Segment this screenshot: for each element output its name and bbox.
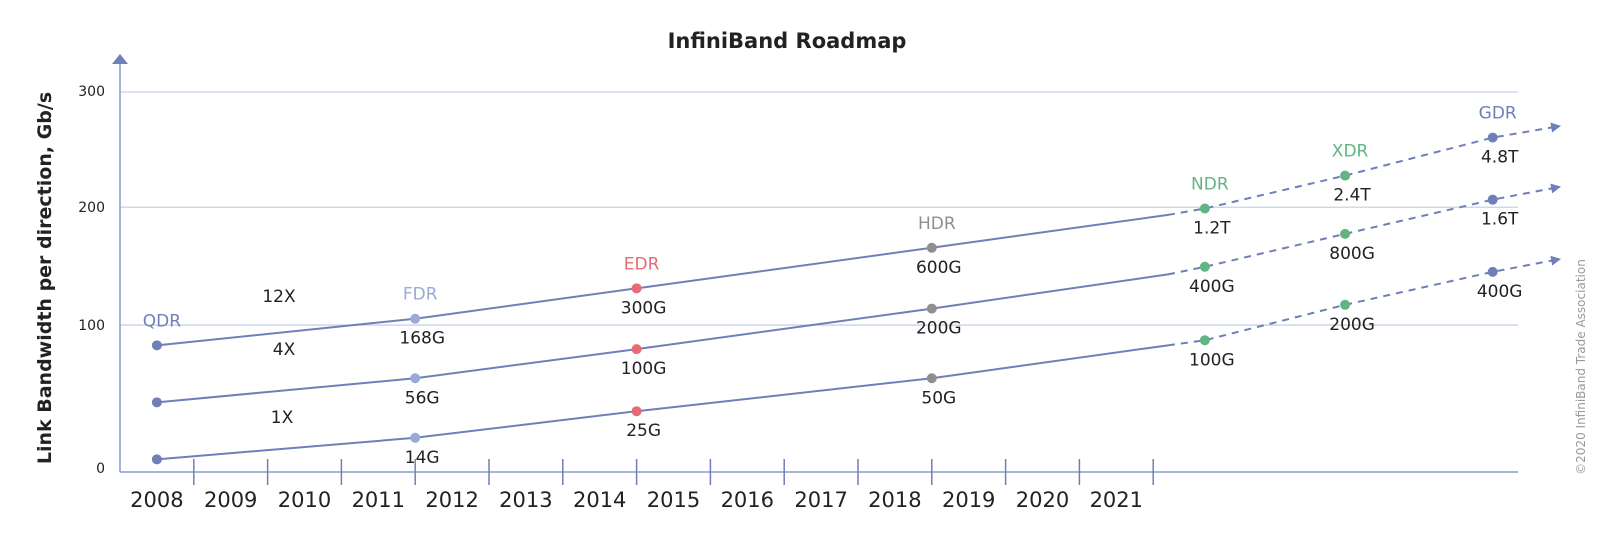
axes: 300 200 100 0 2008 2009 2010 2011 2012 2013 2014 20… bbox=[78, 54, 1518, 512]
y-tick-label: 0 bbox=[96, 461, 105, 477]
data-point-1X-NDR bbox=[1199, 335, 1210, 346]
data-point-12X-XDR bbox=[1340, 170, 1351, 181]
data-label-1X-FDR: 14G bbox=[405, 448, 440, 468]
generation-label-XDR: XDR bbox=[1332, 142, 1369, 162]
data-label-4X-FDR: 56G bbox=[405, 388, 440, 408]
data-point-12X-GDR bbox=[1487, 132, 1498, 143]
labels-group: 12X 168G 300G 600G 1.2T 2.4T 4.8T 4X 56G 100G 200G… bbox=[143, 104, 1523, 468]
data-label-12X-NDR: 1.2T bbox=[1193, 219, 1231, 239]
data-label-1X-EDR: 25G bbox=[626, 421, 661, 441]
data-label-1X-HDR: 50G bbox=[921, 388, 956, 408]
series-line-12X bbox=[156, 213, 1169, 347]
y-tick-label: 100 bbox=[78, 318, 105, 334]
copyright-note: ©2020 InfiniBand Trade Association bbox=[1574, 259, 1588, 475]
data-point-4X-FDR bbox=[410, 373, 421, 384]
data-point-1X-XDR bbox=[1340, 299, 1351, 310]
series-projection-4X bbox=[1167, 183, 1562, 276]
generation-label-QDR: QDR bbox=[143, 311, 181, 331]
data-label-1X-XDR: 200G bbox=[1329, 315, 1375, 335]
data-point-12X-FDR bbox=[410, 313, 421, 324]
data-point-12X-HDR bbox=[926, 242, 937, 253]
data-label-12X-HDR: 600G bbox=[916, 258, 962, 278]
data-label-12X-EDR: 300G bbox=[621, 298, 667, 318]
x-tick-label-2017: 2017 bbox=[794, 488, 847, 512]
data-point-1X-HDR bbox=[926, 373, 937, 384]
x-tick-label-2014: 2014 bbox=[573, 488, 626, 512]
y-tick-label: 200 bbox=[78, 200, 105, 216]
series-projection-12X bbox=[1167, 122, 1562, 216]
data-label-4X-XDR: 800G bbox=[1329, 244, 1375, 264]
series-line-4X bbox=[156, 273, 1169, 404]
generation-label-NDR: NDR bbox=[1191, 175, 1229, 195]
chart-title: InfiniBand Roadmap bbox=[668, 29, 907, 53]
data-point-4X-NDR bbox=[1199, 261, 1210, 272]
data-label-1X-GDR: 400G bbox=[1477, 282, 1523, 302]
data-point-4X-QDR bbox=[151, 397, 162, 408]
series-group bbox=[151, 122, 1562, 465]
data-label-4X-GDR: 1.6T bbox=[1481, 210, 1519, 230]
series-label-4X: 4X bbox=[273, 340, 296, 360]
data-label-12X-FDR: 168G bbox=[399, 329, 445, 349]
data-point-1X-FDR bbox=[410, 432, 421, 443]
series-projection-1X bbox=[1167, 255, 1562, 347]
data-point-4X-GDR bbox=[1487, 194, 1498, 205]
data-point-4X-XDR bbox=[1340, 228, 1351, 239]
y-tick-label: 300 bbox=[78, 84, 105, 100]
x-tick-label-2020: 2020 bbox=[1016, 488, 1069, 512]
x-tick-label-2011: 2011 bbox=[352, 488, 405, 512]
y-axis-label: Link Bandwidth per direction, Gb/s bbox=[34, 92, 56, 464]
data-point-1X-EDR bbox=[631, 406, 642, 417]
x-tick-label-2015: 2015 bbox=[647, 488, 700, 512]
series-label-12X: 12X bbox=[262, 287, 296, 307]
x-tick-label-2019: 2019 bbox=[942, 488, 995, 512]
data-point-4X-EDR bbox=[631, 344, 642, 355]
data-point-12X-NDR bbox=[1199, 203, 1210, 214]
x-tick-label-2018: 2018 bbox=[868, 488, 921, 512]
generation-label-EDR: EDR bbox=[624, 254, 660, 274]
data-label-1X-NDR: 100G bbox=[1189, 350, 1235, 370]
data-point-12X-EDR bbox=[631, 283, 642, 294]
x-tick-label-2021: 2021 bbox=[1090, 488, 1143, 512]
data-point-4X-HDR bbox=[926, 303, 937, 314]
generation-label-GDR: GDR bbox=[1479, 104, 1517, 124]
data-label-12X-GDR: 4.8T bbox=[1481, 148, 1519, 168]
x-tick-label-2013: 2013 bbox=[499, 488, 552, 512]
x-tick-label-2010: 2010 bbox=[278, 488, 331, 512]
data-point-12X-QDR bbox=[151, 340, 162, 351]
generation-label-FDR: FDR bbox=[403, 285, 438, 305]
data-label-4X-NDR: 400G bbox=[1189, 277, 1235, 297]
data-label-4X-HDR: 200G bbox=[916, 319, 962, 339]
data-label-12X-XDR: 2.4T bbox=[1333, 186, 1371, 206]
grid-lines bbox=[120, 91, 1518, 326]
generation-label-HDR: HDR bbox=[918, 214, 956, 234]
x-tick-label-2016: 2016 bbox=[721, 488, 774, 512]
series-label-1X: 1X bbox=[271, 408, 294, 428]
data-point-1X-GDR bbox=[1487, 266, 1498, 277]
x-tick-label-2012: 2012 bbox=[425, 488, 478, 512]
x-tick-label-2008: 2008 bbox=[130, 488, 183, 512]
data-point-1X-QDR bbox=[151, 454, 162, 465]
data-label-4X-EDR: 100G bbox=[621, 359, 667, 379]
y-axis-arrow bbox=[112, 54, 128, 64]
x-tick-label-2009: 2009 bbox=[204, 488, 257, 512]
